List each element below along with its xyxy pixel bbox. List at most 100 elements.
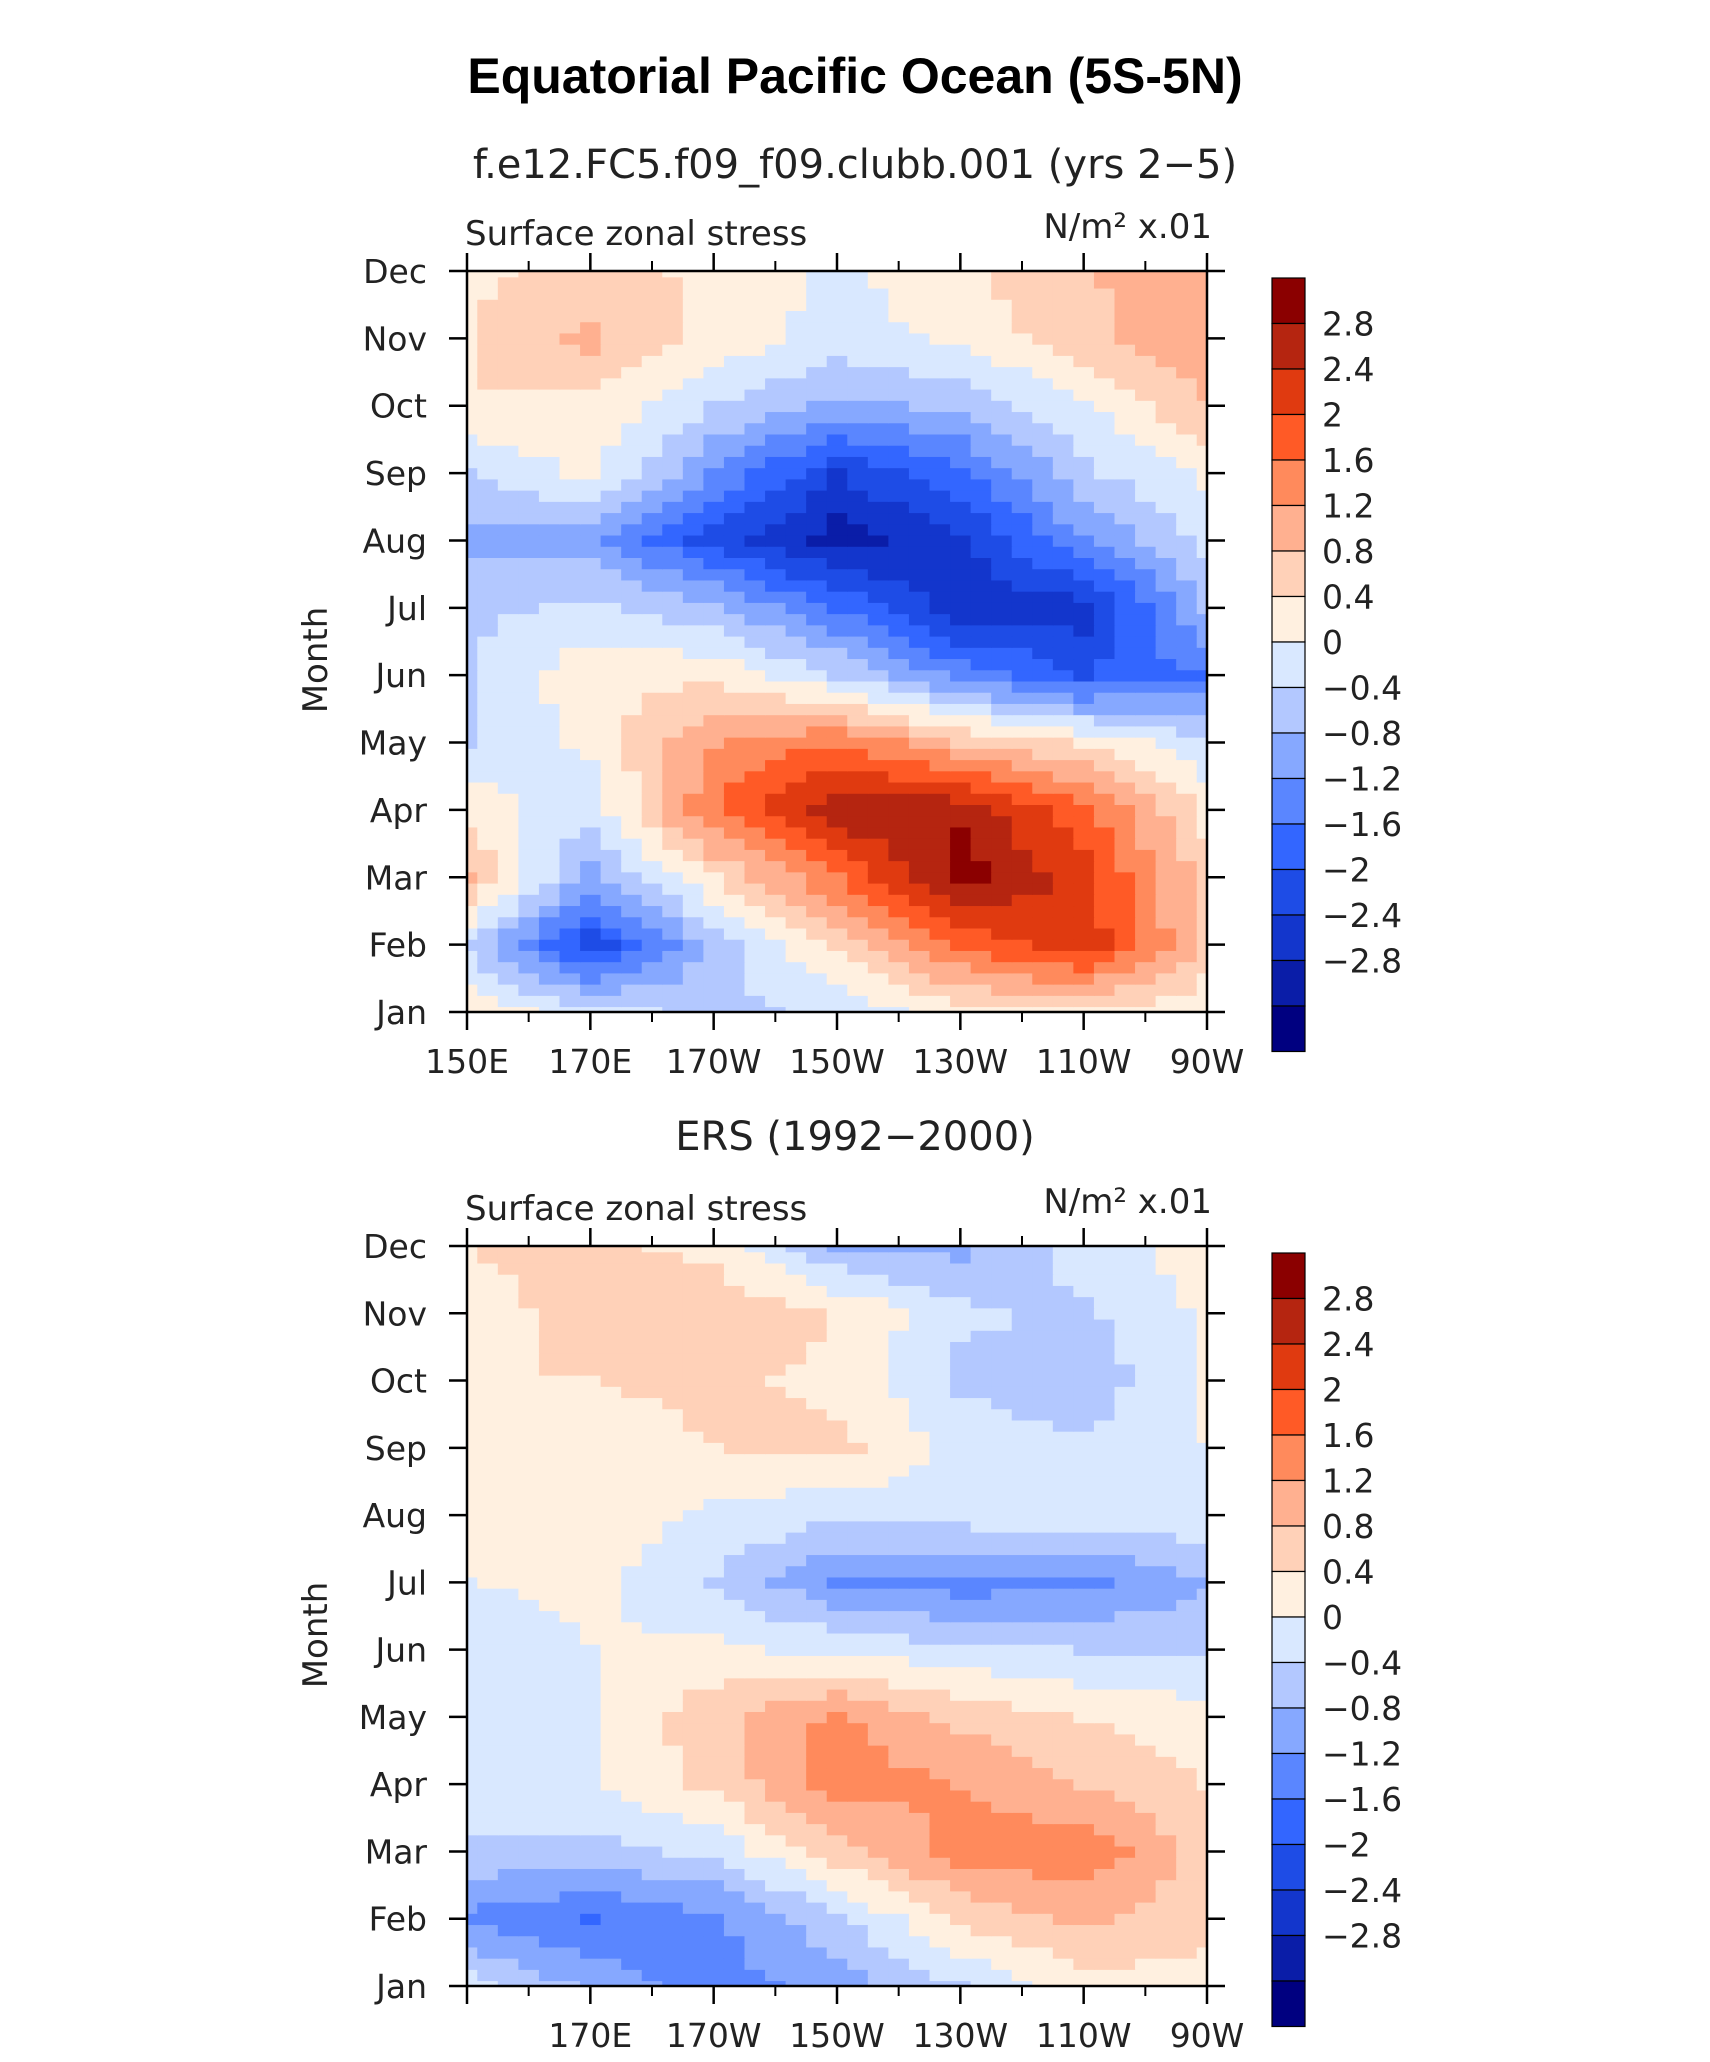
contour-cell	[1073, 388, 1095, 401]
contour-cell	[641, 1879, 663, 1892]
contour-cell	[806, 871, 828, 884]
contour-cell	[744, 590, 766, 603]
contour-cell	[580, 1543, 602, 1556]
contour-cell	[559, 1274, 581, 1286]
contour-cell	[1032, 927, 1054, 940]
contour-cell	[1032, 1498, 1054, 1511]
contour-cell	[929, 1599, 951, 1612]
contour-cell	[970, 736, 992, 749]
contour-cell	[477, 557, 499, 570]
contour-cell	[826, 1801, 848, 1813]
contour-cell	[662, 343, 684, 356]
contour-cell	[723, 669, 746, 682]
contour-cell	[662, 624, 684, 637]
contour-cell	[497, 1464, 520, 1477]
contour-cell	[1032, 1453, 1054, 1466]
contour-cell	[991, 1935, 1013, 1948]
contour-cell	[1032, 714, 1054, 727]
contour-cell	[991, 1341, 1013, 1354]
contour-cell	[1093, 1868, 1116, 1881]
contour-cell	[929, 343, 951, 356]
variable-label: Surface zonal stress	[465, 1189, 807, 1229]
contour-cell	[600, 972, 622, 985]
contour-cell	[970, 276, 992, 289]
contour-cell	[744, 995, 766, 1008]
contour-cell	[621, 1857, 643, 1869]
contour-cell	[662, 568, 684, 581]
contour-cell	[518, 961, 540, 974]
contour-cell	[744, 1913, 766, 1926]
contour-cell	[826, 1812, 848, 1825]
contour-cell	[467, 647, 478, 660]
contour-cell	[682, 1644, 705, 1656]
contour-cell	[497, 1834, 520, 1847]
contour-cell	[538, 714, 561, 727]
contour-cell	[641, 1352, 663, 1365]
contour-cell	[600, 489, 622, 502]
contour-cell	[847, 1733, 869, 1746]
contour-cell	[765, 1599, 787, 1612]
contour-cell	[765, 1386, 787, 1399]
contour-cell	[991, 299, 1013, 311]
contour-cell	[970, 759, 992, 772]
contour-cell	[765, 905, 787, 918]
contour-cell	[1052, 1913, 1075, 1926]
contour-cell	[908, 1006, 931, 1012]
contour-cell	[970, 1453, 992, 1466]
contour-cell	[991, 276, 1013, 289]
contour-cell	[908, 961, 931, 974]
contour-cell	[970, 1341, 992, 1354]
contour-cell	[1052, 1946, 1075, 1959]
contour-cell	[518, 624, 540, 637]
contour-cell	[518, 1632, 540, 1645]
contour-cell	[1114, 1408, 1136, 1421]
contour-cell	[477, 905, 499, 918]
contour-cell	[580, 579, 602, 592]
contour-cell	[908, 287, 931, 300]
contour-cell	[1196, 1509, 1207, 1522]
contour-cell	[1135, 871, 1157, 884]
contour-cell	[867, 905, 890, 918]
contour-cell	[600, 669, 622, 682]
contour-cell	[888, 1632, 910, 1645]
contour-cell	[703, 1722, 725, 1735]
contour-cell	[641, 1632, 663, 1645]
contour-cell	[970, 894, 992, 907]
contour-cell	[467, 1285, 478, 1298]
contour-cell	[477, 1756, 499, 1769]
contour-cell	[908, 377, 931, 390]
contour-cell	[1093, 366, 1116, 379]
contour-cell	[1196, 950, 1207, 963]
contour-cell	[1176, 1621, 1198, 1634]
contour-cell	[662, 961, 684, 974]
contour-cell	[1135, 793, 1157, 805]
contour-cell	[908, 1688, 931, 1701]
contour-cell	[641, 647, 663, 660]
contour-cell	[621, 1812, 643, 1825]
contour-cell	[847, 759, 869, 772]
contour-cell	[929, 602, 951, 615]
contour-cell	[1155, 1980, 1177, 1986]
contour-cell	[785, 1801, 807, 1813]
contour-cell	[641, 1644, 663, 1656]
colorbar-swatch	[1271, 413, 1306, 461]
contour-cell	[497, 1801, 520, 1813]
contour-cell	[806, 433, 828, 446]
contour-cell	[682, 489, 705, 502]
contour-cell	[1093, 1374, 1116, 1387]
contour-cell	[497, 388, 520, 401]
contour-cell	[785, 501, 807, 514]
contour-cell	[497, 1442, 520, 1455]
contour-cell	[929, 961, 951, 974]
contour-cell	[765, 1285, 787, 1298]
contour-cell	[467, 568, 478, 581]
contour-cell	[1176, 1644, 1198, 1656]
contour-cell	[908, 602, 931, 615]
contour-cell	[538, 1464, 561, 1477]
contour-cell	[1052, 1386, 1075, 1399]
contour-cell	[621, 377, 643, 390]
contour-cell	[1032, 271, 1054, 278]
contour-cell	[888, 894, 910, 907]
units-label: N/m² x.01	[1043, 1182, 1212, 1222]
contour-cell	[970, 1554, 992, 1567]
